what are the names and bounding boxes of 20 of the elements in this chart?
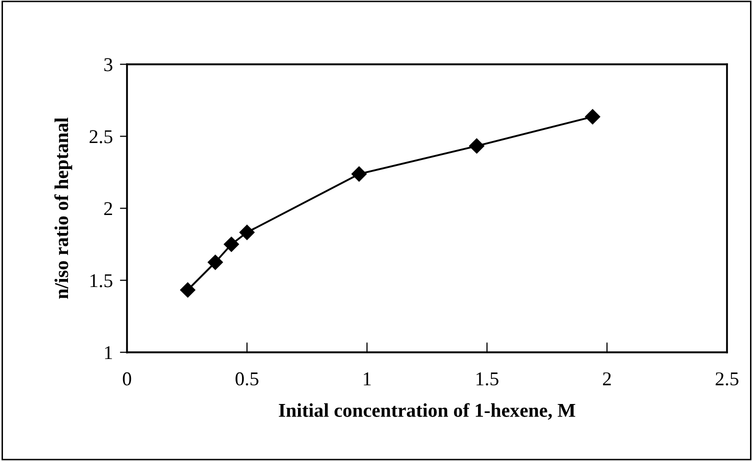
x-tick-label: 1.5 [476,372,498,386]
x-tick-label: 2.5 [716,372,738,386]
y-tick-label: 1.5 [90,274,112,288]
y-tick-label: 3 [104,58,112,72]
x-tick-label: 0 [122,372,132,386]
point [239,224,255,240]
y-tick-label: 1 [105,346,112,360]
y-tick-label: 2 [104,202,112,216]
point [224,236,239,252]
x-tick-label: 2 [602,372,611,386]
y-tick-label: 2.5 [90,130,112,144]
point [180,282,196,298]
y-axis-title: n/iso ratio of heptanal [54,118,72,299]
point [208,254,223,270]
x-tick-label: 0.5 [236,372,258,386]
point [585,109,600,124]
x-axis-title: Initial concentration of 1-hexene, M [278,403,576,420]
x-tick-label: 1 [364,372,371,386]
point [469,138,484,154]
point [352,166,367,182]
